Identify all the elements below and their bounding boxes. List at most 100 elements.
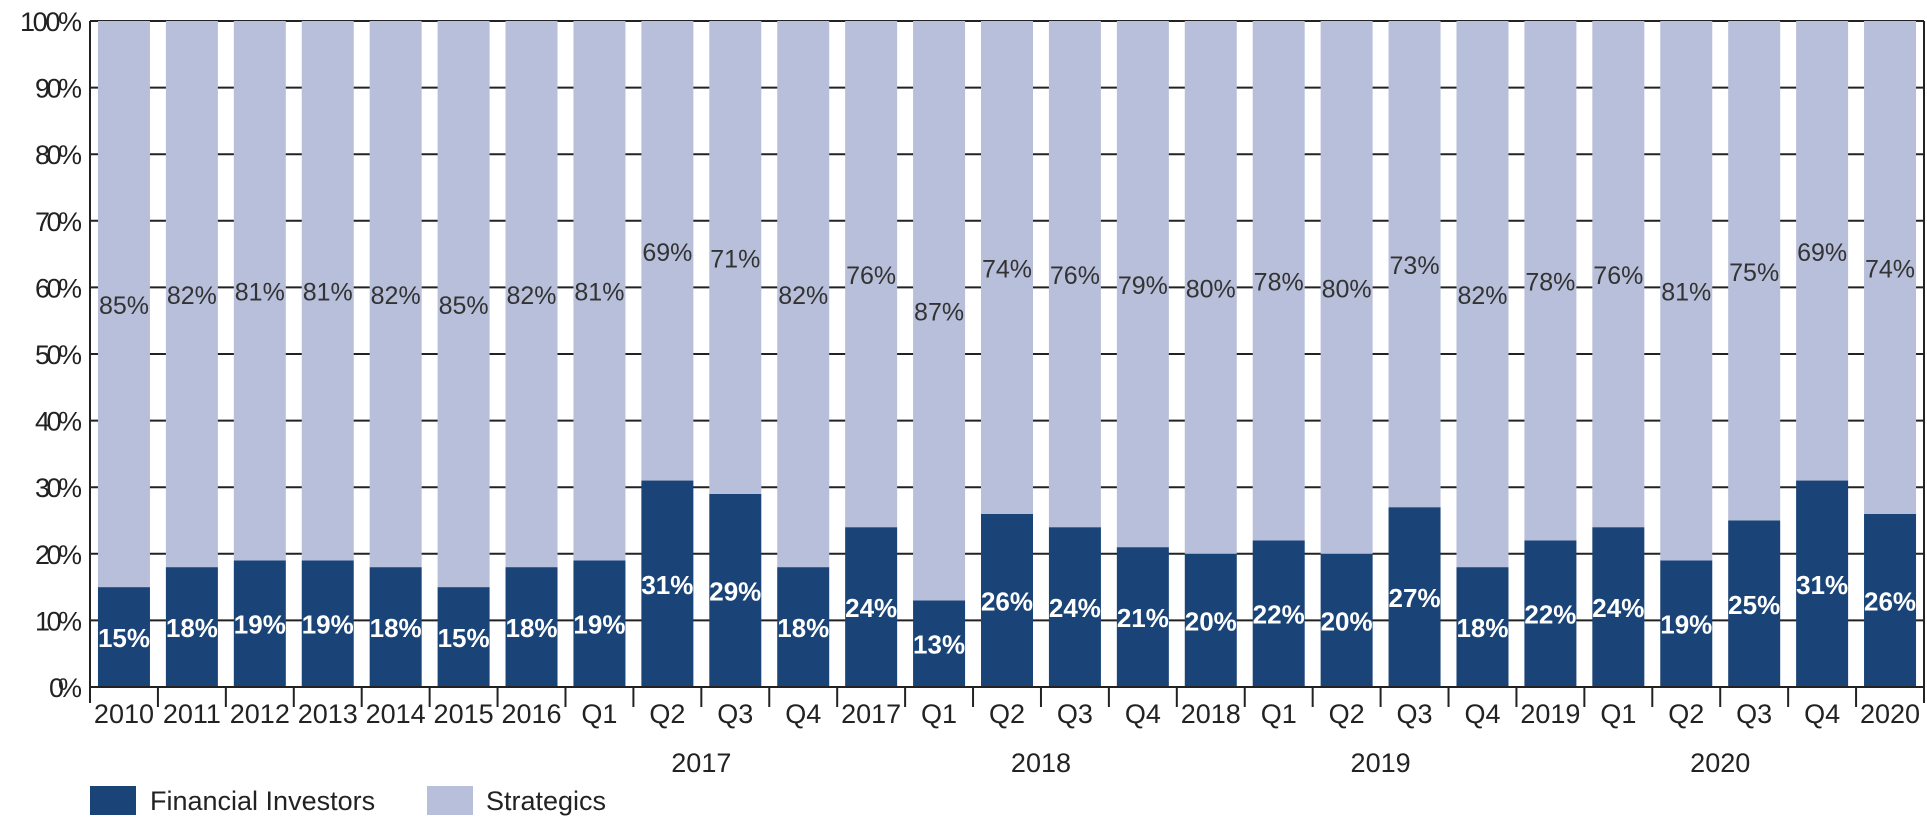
bar-strategics: [1524, 21, 1577, 541]
data-label-financial-investors: 18%: [505, 613, 557, 643]
bar-strategics: [573, 21, 626, 561]
bar-strategics: [777, 21, 830, 568]
x-tick-label: Q2: [989, 699, 1025, 729]
data-label-strategics: 82%: [778, 282, 828, 310]
data-label-strategics: 81%: [303, 279, 353, 307]
bar-financial-investors: [1796, 480, 1849, 687]
x-tick-label: Q1: [921, 699, 957, 729]
x-tick-label: Q1: [581, 699, 617, 729]
data-label-financial-investors: 20%: [1321, 606, 1373, 636]
data-label-strategics: 78%: [1254, 269, 1304, 297]
data-label-strategics: 76%: [1050, 262, 1100, 290]
y-tick-label: 40%: [35, 407, 82, 437]
data-label-financial-investors: 24%: [1592, 593, 1644, 623]
data-label-strategics: 79%: [1118, 272, 1168, 300]
x-tick-label: 2015: [434, 699, 494, 729]
bar-financial-investors: [1592, 527, 1645, 687]
x-group-label: 2018: [1011, 748, 1071, 778]
bar-financial-investors: [1116, 547, 1169, 687]
bar-strategics: [845, 21, 898, 528]
bar-strategics: [1320, 21, 1373, 554]
bar-financial-investors: [1184, 553, 1237, 687]
x-tick-label: Q4: [785, 699, 821, 729]
data-label-strategics: 81%: [1661, 279, 1711, 307]
x-tick-label: Q2: [649, 699, 685, 729]
bar-financial-investors: [777, 567, 830, 687]
bar-financial-investors: [505, 567, 558, 687]
data-label-financial-investors: 22%: [1524, 600, 1576, 630]
x-tick-label: Q3: [1736, 699, 1772, 729]
data-label-financial-investors: 27%: [1389, 583, 1441, 613]
data-label-financial-investors: 26%: [1864, 586, 1916, 616]
x-tick-label: 2017: [841, 699, 901, 729]
bar-strategics: [1456, 21, 1509, 568]
bar-strategics: [1864, 21, 1917, 514]
data-label-strategics: 82%: [1457, 282, 1507, 310]
bar-financial-investors: [1660, 560, 1713, 687]
y-tick-label: 20%: [35, 540, 82, 570]
data-label-strategics: 82%: [506, 282, 556, 310]
bar-strategics: [1592, 21, 1645, 528]
x-tick-label: Q3: [1057, 699, 1093, 729]
data-label-strategics: 75%: [1729, 259, 1779, 287]
bar-strategics: [1728, 21, 1781, 521]
bar-financial-investors: [165, 567, 218, 687]
x-group-label: 2017: [671, 748, 731, 778]
legend-label-strategics: Strategics: [486, 786, 606, 816]
y-tick-label: 10%: [35, 606, 82, 636]
bar-financial-investors: [641, 480, 694, 687]
data-label-strategics: 81%: [235, 279, 285, 307]
bar-strategics: [165, 21, 218, 568]
legend-swatch-financial-investors: [90, 786, 136, 815]
data-label-financial-investors: 31%: [1796, 570, 1848, 600]
bar-strategics: [709, 21, 762, 494]
x-tick-label: 2010: [94, 699, 154, 729]
data-label-strategics: 80%: [1322, 275, 1372, 303]
data-label-financial-investors: 29%: [709, 576, 761, 606]
y-tick-label: 100%: [20, 7, 82, 37]
x-tick-label: 2012: [230, 699, 290, 729]
bar-financial-investors: [845, 527, 898, 687]
data-label-strategics: 74%: [1865, 255, 1915, 283]
data-label-financial-investors: 19%: [234, 610, 286, 640]
bar-financial-investors: [1252, 540, 1305, 687]
data-label-strategics: 85%: [99, 292, 149, 320]
data-label-financial-investors: 15%: [98, 623, 150, 653]
bar-strategics: [1252, 21, 1305, 541]
bar-financial-investors: [437, 587, 490, 687]
x-tick-label: Q2: [1668, 699, 1704, 729]
axes: 0% 10% 20% 30% 40% 50% 60% 70% 80% 90% 100% 2010 201…: [20, 7, 1925, 778]
data-label-strategics: 78%: [1525, 269, 1575, 297]
y-tick-label: 70%: [35, 207, 82, 237]
y-tick-label: 60%: [35, 273, 82, 303]
bar-financial-investors: [1048, 527, 1101, 687]
x-tick-label: 2019: [1520, 699, 1580, 729]
data-label-financial-investors: 21%: [1117, 603, 1169, 633]
data-label-financial-investors: 22%: [1253, 600, 1305, 630]
data-label-financial-investors: 15%: [438, 623, 490, 653]
legend: Financial Investors Strategics: [90, 786, 606, 816]
x-tick-label: Q4: [1125, 699, 1161, 729]
x-tick-label: Q1: [1600, 699, 1636, 729]
x-tick-label: Q1: [1261, 699, 1297, 729]
x-group-label: 2020: [1690, 748, 1750, 778]
bar-strategics: [233, 21, 286, 561]
x-tick-label: 2013: [298, 699, 358, 729]
x-tick-label: 2020: [1860, 699, 1920, 729]
data-label-financial-investors: 19%: [302, 610, 354, 640]
data-label-financial-investors: 19%: [573, 610, 625, 640]
x-tick-label: Q2: [1329, 699, 1365, 729]
bar-strategics: [913, 21, 966, 601]
data-label-financial-investors: 25%: [1728, 590, 1780, 620]
bar-financial-investors: [709, 493, 762, 687]
legend-swatch-strategics: [427, 786, 473, 815]
data-label-financial-investors: 20%: [1185, 606, 1237, 636]
bar-financial-investors: [1524, 540, 1577, 687]
data-label-financial-investors: 18%: [166, 613, 218, 643]
bar-strategics: [981, 21, 1033, 514]
bar-strategics: [1388, 21, 1441, 508]
bar-strategics: [1116, 21, 1169, 548]
x-tick-label: Q4: [1804, 699, 1840, 729]
data-label-strategics: 76%: [846, 262, 896, 290]
data-label-strategics: 81%: [574, 279, 624, 307]
